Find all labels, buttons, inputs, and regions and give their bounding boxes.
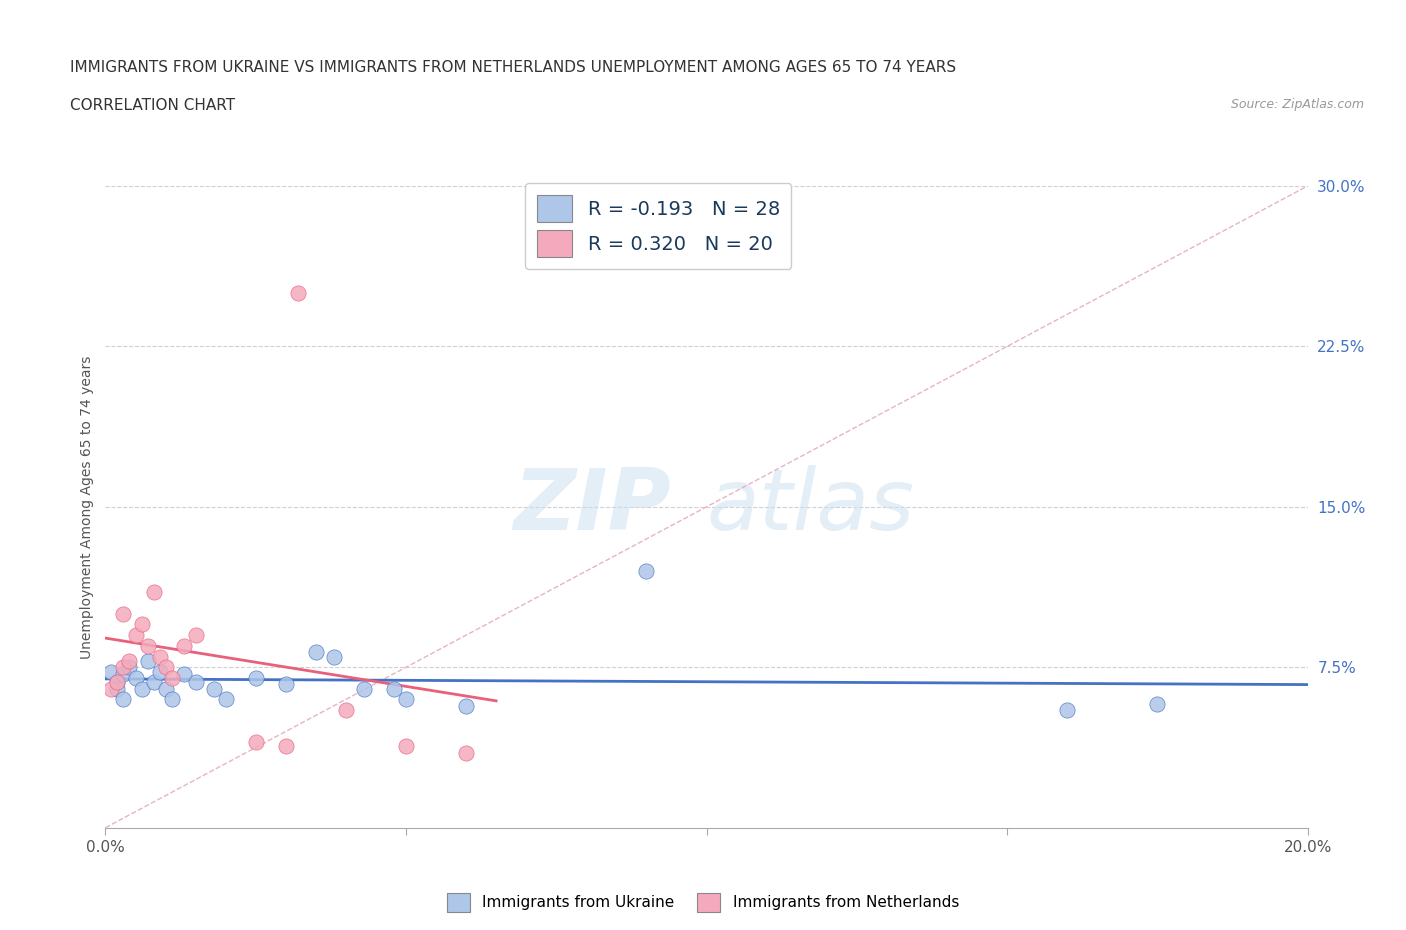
Point — [100, 664, 122, 679]
Point — [184, 675, 207, 690]
Point — [142, 585, 165, 600]
Legend: R = -0.193   N = 28, R = 0.320   N = 20: R = -0.193 N = 28, R = 0.320 N = 20 — [526, 183, 792, 269]
Point — [184, 628, 207, 643]
Point — [335, 703, 357, 718]
Point — [202, 681, 225, 696]
Point — [148, 649, 170, 664]
Point — [155, 681, 177, 696]
Point — [124, 628, 146, 643]
Point — [131, 681, 153, 696]
Point — [214, 692, 236, 707]
Point — [118, 660, 141, 675]
Point — [173, 666, 195, 681]
Point — [131, 618, 153, 632]
Point — [112, 606, 135, 621]
Point — [107, 675, 129, 690]
Point — [245, 735, 267, 750]
Point — [107, 681, 129, 696]
Y-axis label: Unemployment Among Ages 65 to 74 years: Unemployment Among Ages 65 to 74 years — [80, 355, 94, 658]
Point — [124, 671, 146, 685]
Point — [382, 681, 405, 696]
Point — [353, 681, 375, 696]
Point — [636, 564, 658, 578]
Point — [245, 671, 267, 685]
Point — [173, 638, 195, 653]
Point — [322, 649, 344, 664]
Text: ZIP: ZIP — [513, 465, 671, 549]
Point — [155, 660, 177, 675]
Point — [112, 660, 135, 675]
Point — [395, 739, 418, 754]
Text: Source: ZipAtlas.com: Source: ZipAtlas.com — [1230, 98, 1364, 111]
Point — [136, 638, 159, 653]
Point — [100, 681, 122, 696]
Point — [148, 664, 170, 679]
Point — [142, 675, 165, 690]
Point — [1056, 703, 1078, 718]
Point — [454, 746, 477, 761]
Point — [160, 692, 183, 707]
Point — [112, 692, 135, 707]
Text: atlas: atlas — [707, 465, 914, 549]
Point — [395, 692, 418, 707]
Point — [136, 654, 159, 669]
Point — [274, 677, 297, 692]
Point — [305, 644, 328, 659]
Text: IMMIGRANTS FROM UKRAINE VS IMMIGRANTS FROM NETHERLANDS UNEMPLOYMENT AMONG AGES 6: IMMIGRANTS FROM UKRAINE VS IMMIGRANTS FR… — [70, 60, 956, 75]
Point — [287, 286, 309, 300]
Legend: Immigrants from Ukraine, Immigrants from Netherlands: Immigrants from Ukraine, Immigrants from… — [441, 887, 965, 918]
Point — [454, 698, 477, 713]
Point — [274, 739, 297, 754]
Text: CORRELATION CHART: CORRELATION CHART — [70, 98, 235, 113]
Point — [160, 671, 183, 685]
Point — [107, 675, 129, 690]
Point — [112, 666, 135, 681]
Point — [1146, 697, 1168, 711]
Point — [118, 654, 141, 669]
